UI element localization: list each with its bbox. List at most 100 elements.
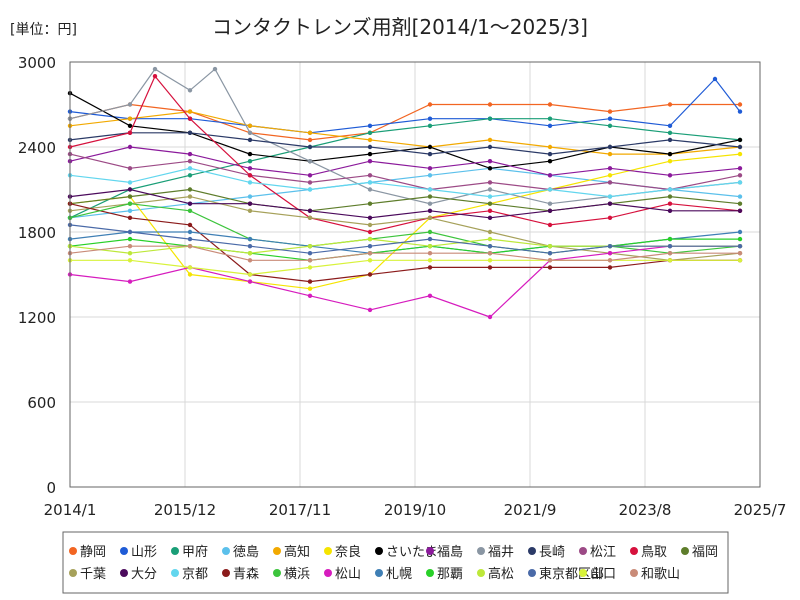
data-point [547,265,553,270]
legend-item: さいたま [375,545,438,560]
data-point [607,265,613,270]
data-point [427,244,433,249]
data-point [187,194,193,199]
y-tick-label: 1800 [18,224,56,242]
series-layer [67,66,743,320]
data-point [367,201,373,206]
data-point [187,166,193,171]
data-point [487,215,493,220]
data-point [547,201,553,206]
series-line [69,132,741,155]
series-12 [67,187,743,213]
data-point [427,215,433,220]
series-line [69,203,741,254]
data-point [487,244,493,249]
data-point [367,229,373,235]
y-tick-label: 0 [46,479,56,497]
legend-label: 青森 [233,567,259,582]
data-point [367,151,373,157]
data-point [127,166,133,171]
legend-marker [273,569,281,577]
data-point [247,258,253,263]
x-tick-label: 2017/11 [269,501,331,519]
data-point [367,236,373,242]
legend-label: 長崎 [539,545,565,560]
data-point [212,66,218,72]
data-point [487,208,493,213]
legend-marker [681,547,689,555]
series-line [69,153,741,290]
data-point [667,173,673,178]
data-point [607,215,613,220]
data-point [487,258,493,263]
legend-marker [171,547,179,555]
data-point [737,109,743,114]
data-point [737,151,743,157]
legend-marker [528,569,536,577]
data-point [427,265,433,270]
legend-item: 松江 [579,545,616,560]
data-point [187,208,193,213]
plot-frame [69,61,761,488]
data-point [427,208,433,213]
legend-label: 甲府 [182,545,208,560]
data-point [737,144,743,150]
legend-item: 千葉 [69,567,106,582]
legend-marker [477,547,485,555]
legend-item: 鳥取 [630,545,667,560]
data-point [307,180,313,185]
data-point [427,123,433,128]
legend-label: 高知 [284,544,310,560]
data-point [247,201,253,206]
data-point [737,251,743,256]
legend-item: 大分 [120,567,157,582]
data-point [367,272,373,277]
legend-label: 山形 [131,545,157,560]
x-axis: 2014/1 2015/12 2017/11 2019/10 2021/9 2023/8 2… [44,501,787,519]
data-point [247,180,253,185]
series-line [69,224,740,254]
legend-marker [579,569,587,577]
legend-marker [426,569,434,577]
data-point [247,251,253,256]
data-point [127,194,133,199]
data-point [367,244,373,249]
legend-label: 徳島 [233,545,259,560]
data-point [247,130,253,135]
data-point [247,151,253,157]
data-point [127,144,133,150]
data-point [487,102,493,107]
data-point [247,279,253,284]
data-point [187,159,193,164]
data-point [427,116,433,121]
legend-marker [120,547,128,555]
legend-marker [120,569,128,577]
legend-item: 静岡 [69,545,106,560]
legend-label: 福井 [488,545,514,560]
data-point [367,173,373,178]
data-point [307,130,313,135]
legend-label: 高松 [488,566,514,582]
data-point [737,229,743,235]
data-point [307,265,313,270]
data-point [427,187,433,192]
legend-label: 静岡 [80,545,106,560]
data-point [607,144,613,150]
data-point [247,272,253,277]
unit-label: [単位：円] [10,22,77,38]
data-point [367,180,373,185]
x-tick-label: 2025/7 [734,501,787,519]
legend-item: 奈良 [324,544,361,560]
data-point [127,201,133,206]
data-point [187,229,193,235]
legend-marker [579,547,587,555]
data-point [187,222,193,228]
series-24 [67,244,743,263]
grid [70,62,760,487]
y-tick-label: 600 [27,394,56,412]
data-point [737,258,743,263]
data-point [307,244,313,249]
data-point [487,144,493,150]
data-point [667,244,673,249]
data-point [187,173,193,178]
